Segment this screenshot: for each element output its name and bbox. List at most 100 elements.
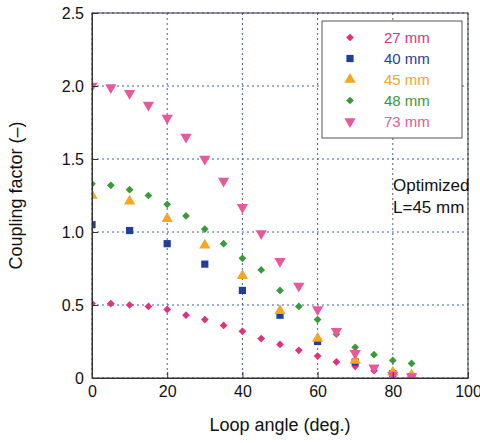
annotation-text: Optimized xyxy=(393,176,470,195)
plot-background xyxy=(92,13,468,378)
point xyxy=(107,181,115,189)
point xyxy=(387,372,398,378)
point xyxy=(126,186,134,194)
point xyxy=(201,316,209,324)
point xyxy=(199,156,210,166)
point xyxy=(239,327,247,335)
point xyxy=(220,240,228,248)
point xyxy=(199,239,210,249)
point xyxy=(107,300,115,308)
point xyxy=(333,358,341,366)
tick-label: 0.5 xyxy=(62,297,84,314)
point xyxy=(295,303,303,311)
legend-box xyxy=(322,21,462,138)
tick: 0.5 xyxy=(62,297,98,314)
grid-line-x xyxy=(242,13,243,378)
point xyxy=(124,195,135,205)
tick-label: 1.0 xyxy=(62,224,84,241)
series xyxy=(92,300,415,378)
y-axis-title: Coupling factor (–) xyxy=(6,121,26,269)
point xyxy=(201,261,208,268)
tick: 60 xyxy=(309,372,327,400)
point xyxy=(237,269,248,279)
point xyxy=(350,350,361,360)
point xyxy=(162,212,173,222)
point xyxy=(256,230,267,240)
plot: 0 20 40 60 80 100 0 0.5 1.0 1.5 2.0 2.5 xyxy=(62,5,480,401)
grid-line-y xyxy=(92,232,468,233)
legend: 27 mm40 mm45 mm48 mm73 mm xyxy=(322,21,462,138)
tick: 1.0 xyxy=(62,224,98,241)
grid xyxy=(92,13,468,378)
point xyxy=(239,254,247,262)
point xyxy=(126,227,133,234)
point xyxy=(201,225,209,233)
point xyxy=(276,287,284,295)
point xyxy=(312,332,323,342)
point xyxy=(163,306,171,314)
annotation-text: L=45 mm xyxy=(393,198,464,217)
point xyxy=(124,90,135,100)
tick-mark xyxy=(167,372,168,378)
point xyxy=(105,84,116,94)
series xyxy=(92,189,417,378)
legend-label: 27 mm xyxy=(384,29,430,46)
point xyxy=(293,283,304,293)
point xyxy=(274,258,285,268)
point xyxy=(145,303,153,311)
point xyxy=(370,351,378,359)
tick-label: 2.0 xyxy=(62,78,84,95)
grid-line-y xyxy=(92,159,468,160)
point xyxy=(182,212,190,220)
point xyxy=(257,335,265,343)
point xyxy=(312,306,323,316)
point xyxy=(331,328,342,338)
plot-frame xyxy=(92,13,468,378)
point xyxy=(164,240,171,247)
tick: 2.0 xyxy=(62,78,98,95)
annotation: Optimized L=45 mm xyxy=(393,176,470,217)
tick: 80 xyxy=(384,372,402,400)
point xyxy=(237,204,248,214)
tick-label: 0 xyxy=(75,370,84,387)
legend-marker xyxy=(346,97,354,105)
point xyxy=(182,311,190,319)
point xyxy=(276,341,284,349)
tick-mark xyxy=(318,372,319,378)
point xyxy=(368,365,379,375)
tick-label: 40 xyxy=(234,383,252,400)
point xyxy=(314,352,322,360)
tick-mark xyxy=(92,232,98,233)
point xyxy=(163,200,171,208)
point xyxy=(257,266,265,274)
point xyxy=(239,287,246,294)
tick-label: 80 xyxy=(384,383,402,400)
tick-label: 2.5 xyxy=(62,5,84,22)
tick-label: 1.5 xyxy=(62,151,84,168)
tick-label: 20 xyxy=(159,383,177,400)
tick-mark xyxy=(242,372,243,378)
tick: 20 xyxy=(159,372,177,400)
legend-marker xyxy=(344,73,355,83)
legend-marker xyxy=(344,118,355,128)
point xyxy=(145,192,153,200)
point xyxy=(162,115,173,125)
legend-label: 48 mm xyxy=(384,92,430,109)
legend-marker xyxy=(346,34,354,42)
point xyxy=(274,304,285,314)
point xyxy=(314,316,322,324)
point xyxy=(126,301,134,309)
chart: 02040608010000.51.01.52.02.5Loop angle (… xyxy=(0,0,480,443)
point xyxy=(143,102,154,112)
tick: 1.5 xyxy=(62,151,98,168)
point xyxy=(406,373,417,378)
tick-label: 0 xyxy=(88,383,97,400)
x-axis: 0 20 40 60 80 100 xyxy=(88,372,480,400)
tick-mark xyxy=(92,159,98,160)
series xyxy=(92,221,415,378)
legend-label: 40 mm xyxy=(384,50,430,67)
tick-mark xyxy=(92,86,98,87)
tick-label: 100 xyxy=(455,383,480,400)
tick: 40 xyxy=(234,372,252,400)
series xyxy=(92,180,415,367)
